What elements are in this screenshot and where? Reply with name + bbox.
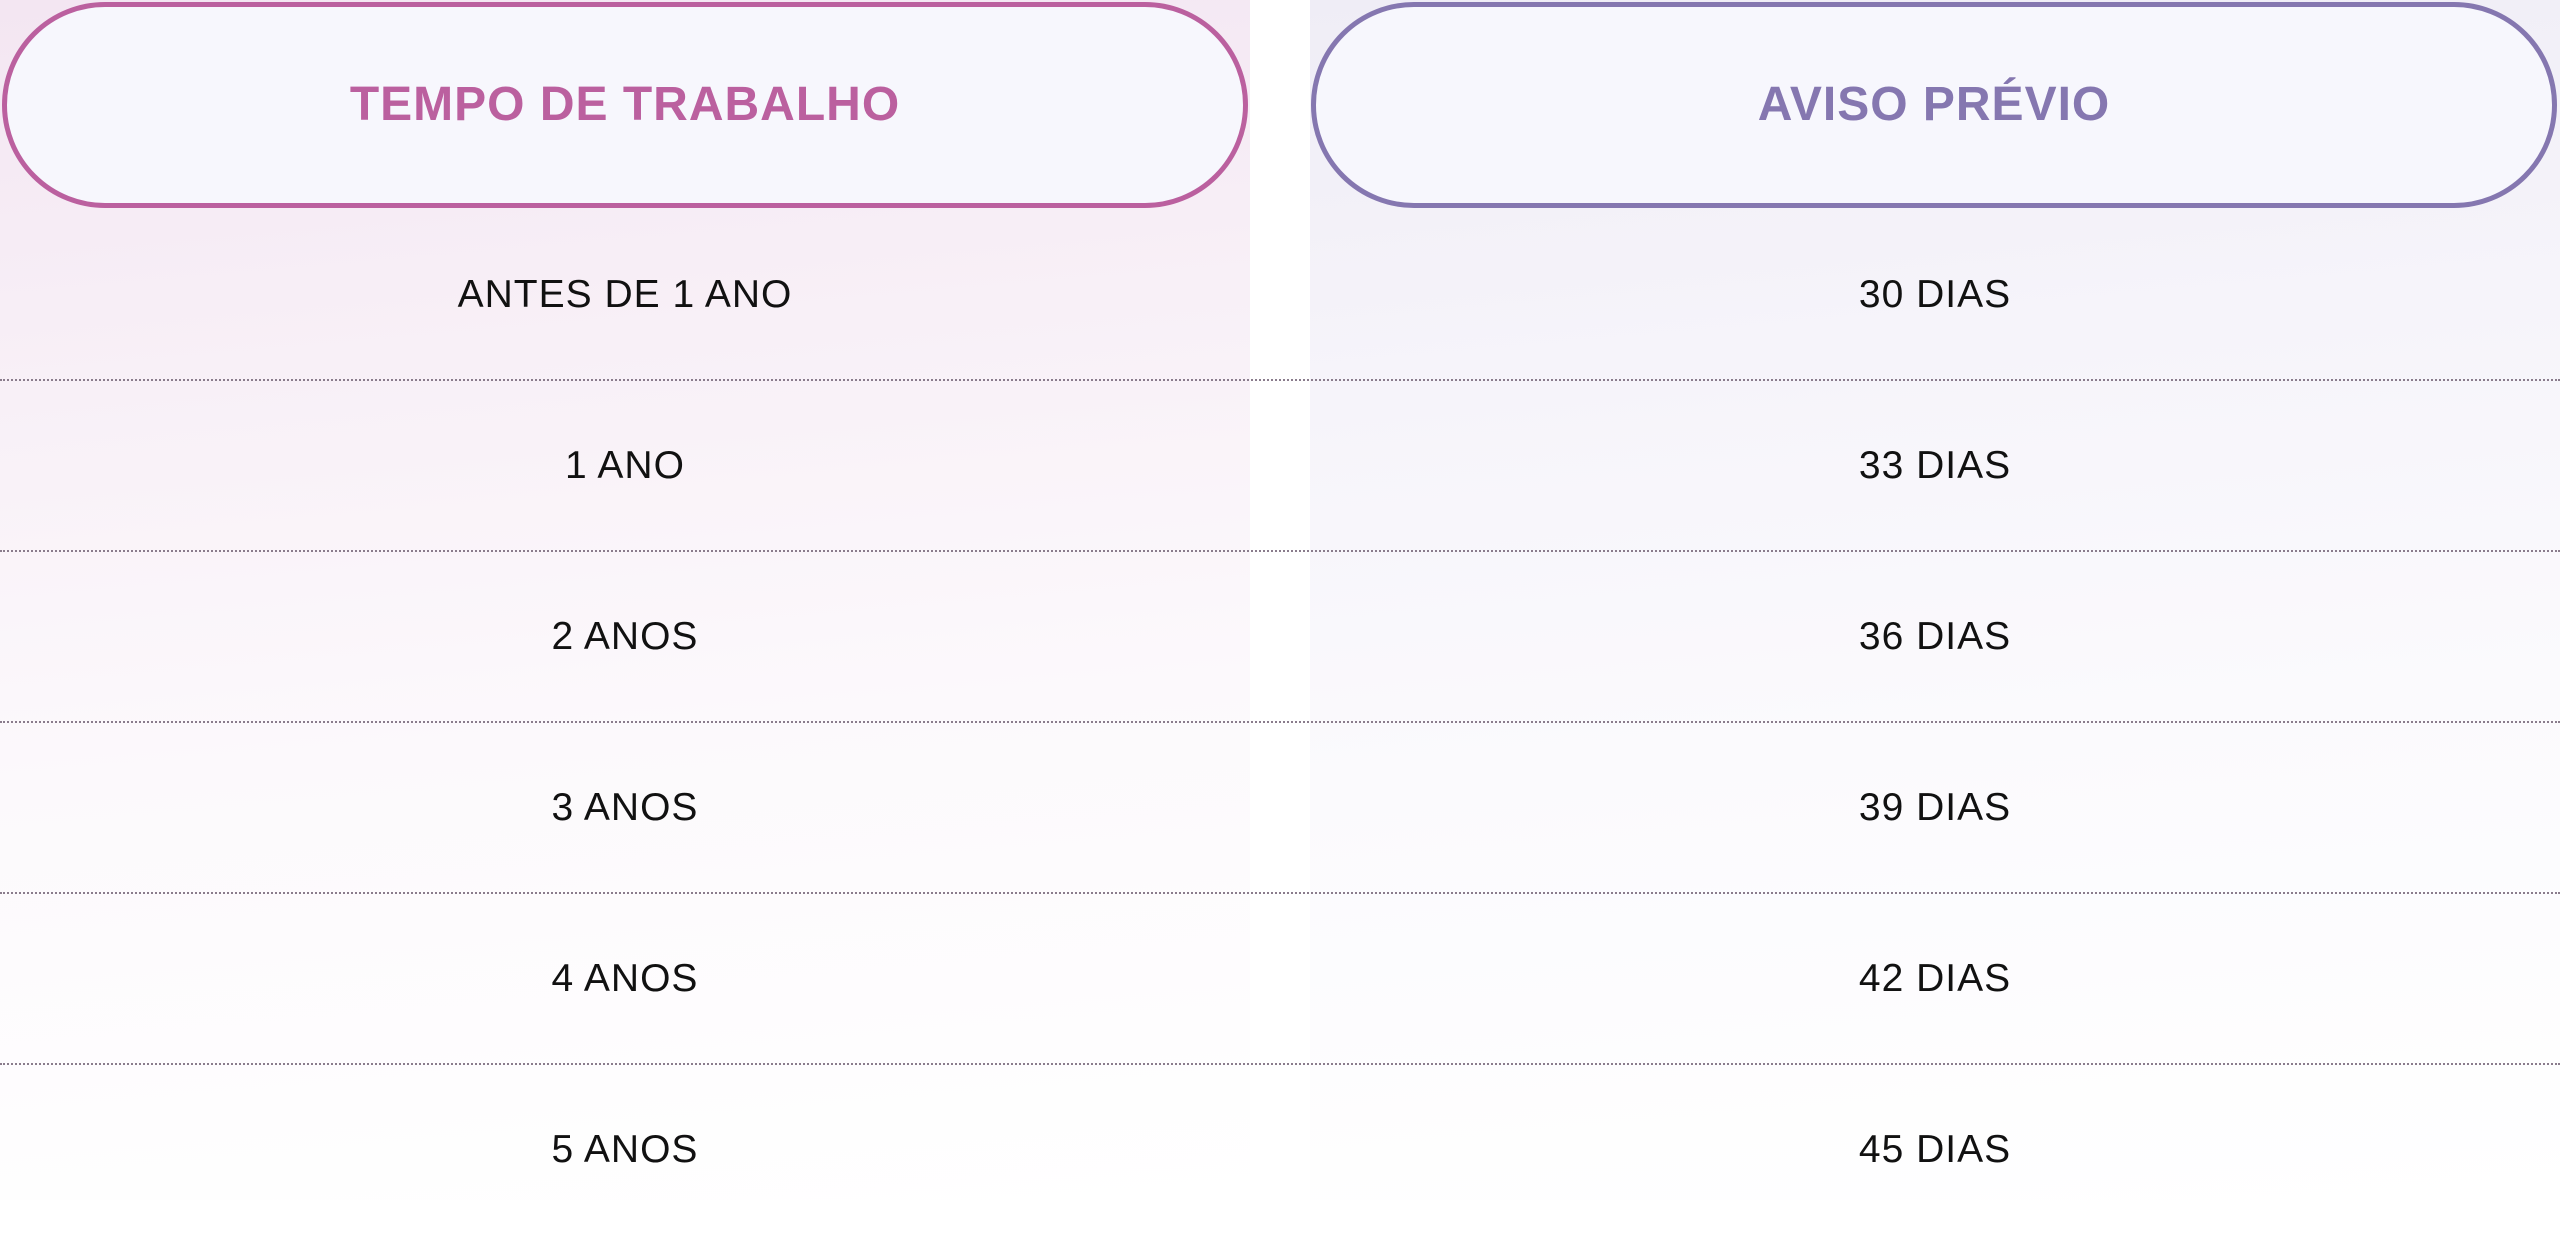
header-aviso-previo-label: AVISO PRÉVIO [1757,78,2111,131]
tempo-cell: 5 ANOS [551,1127,699,1171]
table-row: 2 ANOS 36 DIAS [0,552,2560,723]
tempo-cell: 1 ANO [565,443,685,487]
tempo-cell: 3 ANOS [551,785,699,829]
table-row: 4 ANOS 42 DIAS [0,894,2560,1065]
table-row: 5 ANOS 45 DIAS [0,1065,2560,1234]
aviso-cell: 42 DIAS [1858,956,2012,1000]
aviso-cell: 39 DIAS [1858,785,2012,829]
header-tempo-de-trabalho: TEMPO DE TRABALHO [2,2,1248,208]
aviso-cell: 30 DIAS [1858,272,2012,316]
tempo-cell: ANTES DE 1 ANO [457,272,793,316]
table-row: 3 ANOS 39 DIAS [0,723,2560,894]
aviso-cell: 45 DIAS [1858,1127,2012,1171]
table-body: ANTES DE 1 ANO 30 DIAS 1 ANO 33 DIAS 2 A… [0,210,2560,1234]
header-tempo-de-trabalho-label: TEMPO DE TRABALHO [349,78,901,131]
tempo-cell: 2 ANOS [551,614,699,658]
tempo-cell: 4 ANOS [551,956,699,1000]
table-row: 1 ANO 33 DIAS [0,381,2560,552]
header-aviso-previo: AVISO PRÉVIO [1311,2,2557,208]
aviso-cell: 33 DIAS [1858,443,2012,487]
table-row: ANTES DE 1 ANO 30 DIAS [0,210,2560,381]
aviso-cell: 36 DIAS [1858,614,2012,658]
